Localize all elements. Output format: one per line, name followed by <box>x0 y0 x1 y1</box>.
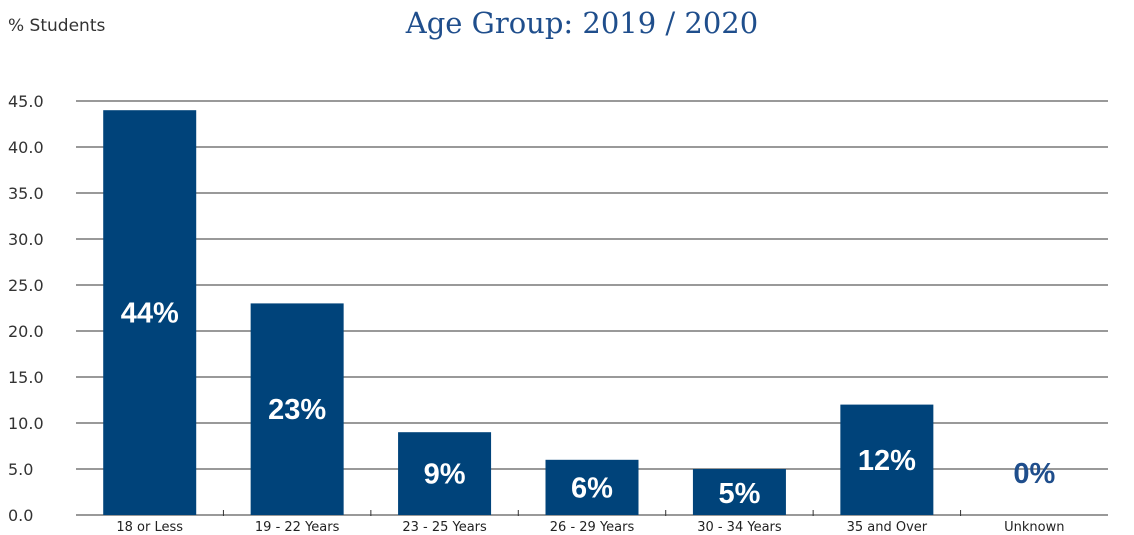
y-tick-label: 40.0 <box>8 138 44 157</box>
y-axis-label: % Students <box>8 16 106 36</box>
data-label: 5% <box>718 478 760 510</box>
data-label: 6% <box>571 472 613 504</box>
x-category-label: 26 - 29 Years <box>550 520 635 535</box>
x-category-label: 30 - 34 Years <box>697 520 782 535</box>
x-category-label: 18 or Less <box>116 520 183 535</box>
y-tick-label: 15.0 <box>8 368 44 387</box>
x-category-label: Unknown <box>1004 520 1064 535</box>
x-category-label: 19 - 22 Years <box>255 520 340 535</box>
y-tick-label: 5.0 <box>8 460 33 479</box>
x-category-label: 23 - 25 Years <box>402 520 487 535</box>
y-tick-label: 0.0 <box>8 506 33 525</box>
data-label: 12% <box>858 445 916 477</box>
y-tick-label: 25.0 <box>8 276 44 295</box>
data-label: 23% <box>268 394 326 426</box>
y-tick-label: 10.0 <box>8 414 44 433</box>
x-category-label: 35 and Over <box>847 520 928 535</box>
y-tick-label: 30.0 <box>8 230 44 249</box>
data-label: 9% <box>424 459 466 491</box>
chart-title: Age Group: 2019 / 2020 <box>405 6 759 40</box>
y-tick-label: 35.0 <box>8 184 44 203</box>
data-label: 0% <box>1013 458 1055 490</box>
data-label: 44% <box>121 298 179 330</box>
y-tick-label: 45.0 <box>8 92 44 111</box>
bar <box>692 469 786 515</box>
bar <box>545 459 639 515</box>
bar <box>103 110 197 515</box>
bar <box>840 404 934 515</box>
y-tick-label: 20.0 <box>8 322 44 341</box>
bar <box>398 432 492 515</box>
bar <box>250 303 344 515</box>
